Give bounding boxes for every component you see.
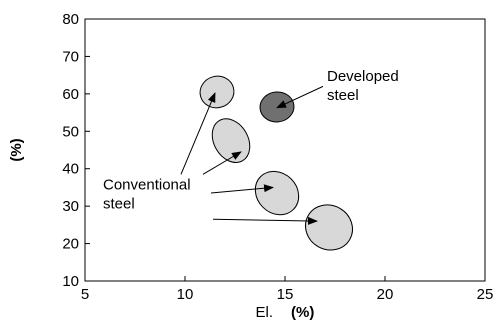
arrows-layer (180, 85, 324, 225)
conventional-steel-region (199, 75, 235, 109)
annotations-layer: Developed steel Conventional steel (103, 68, 399, 213)
conventional-steel-arrow (212, 216, 318, 225)
x-tick-label: 5 (81, 286, 89, 303)
x-tick-label: 25 (477, 286, 494, 303)
y-tick-label: 70 (62, 48, 79, 65)
y-tick-label: 10 (62, 273, 79, 290)
plot-area-frame (84, 18, 486, 282)
conventional-steel-label: steel (103, 195, 135, 212)
y-tick-label: 80 (62, 11, 79, 28)
y-tick-label: 20 (62, 236, 79, 253)
y-tick-label: 40 (62, 161, 79, 178)
x-axis-unit-label: (%) (291, 304, 314, 321)
conventional-steel-arrow (180, 92, 216, 175)
developed-steel-label: Developed (327, 68, 399, 85)
y-tick-label: 30 (62, 198, 79, 215)
x-tick-label: 10 (177, 286, 194, 303)
developed-steel-region (259, 91, 295, 123)
conventional-steel-region (254, 170, 300, 216)
conventional-steel-arrow (210, 184, 274, 194)
y-tick-label: 50 (62, 123, 79, 140)
x-tick-label: 15 (277, 286, 294, 303)
conventional-steel-region (211, 118, 251, 163)
x-axis-label: El. (255, 304, 273, 321)
conventional-steel-arrow (202, 151, 242, 175)
x-tick-label: 20 (377, 286, 394, 303)
conventional-steel-label: Conventional (103, 176, 191, 193)
developed-steel-arrow (276, 85, 324, 109)
developed-steel-label: steel (327, 87, 359, 104)
conventional-steel-region (305, 204, 353, 251)
y-axis-label: (%) (8, 138, 25, 161)
y-tick-label: 60 (62, 86, 79, 103)
